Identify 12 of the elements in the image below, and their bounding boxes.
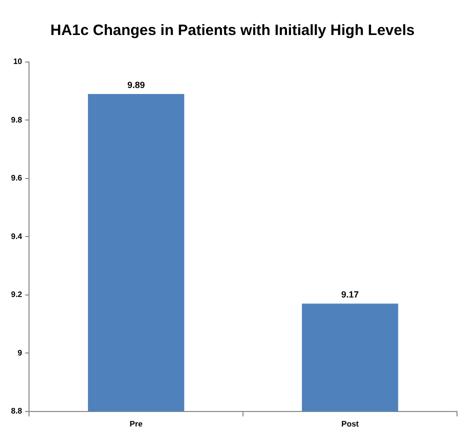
y-tick-label: 9.4 — [10, 232, 23, 241]
data-label: 9.17 — [341, 290, 359, 300]
y-tick-label: 9.8 — [10, 115, 23, 124]
y-tick-label: 9.6 — [10, 174, 23, 183]
y-tick-label: 9 — [18, 348, 23, 358]
data-label: 9.89 — [127, 80, 145, 90]
y-tick-label: 8.8 — [10, 406, 23, 416]
y-tick-label: 10 — [13, 57, 23, 66]
x-tick-label: Pre — [130, 419, 144, 428]
x-tick-label: Post — [341, 419, 360, 428]
y-tick-label: 9.2 — [10, 290, 23, 300]
chart-title: HA1c Changes in Patients with Initially High Levels — [50, 22, 415, 40]
